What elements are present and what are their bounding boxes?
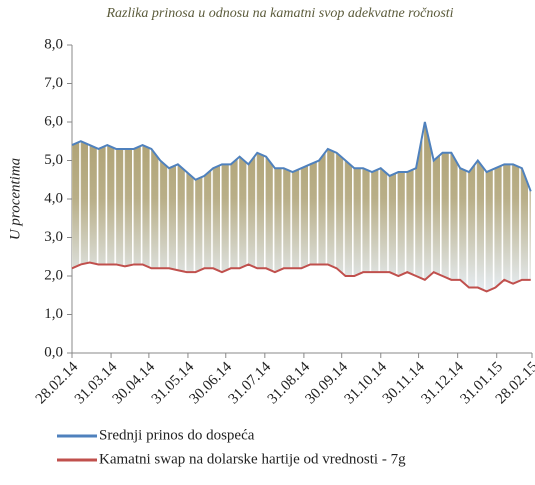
y-axis-label: U procentima: [7, 158, 23, 240]
y-tick-label: 4,0: [44, 190, 63, 206]
spread-stripes: [72, 122, 531, 292]
x-tick-label: 31.07.14: [226, 359, 275, 408]
x-tick-label: 28.02.14: [33, 359, 82, 408]
y-tick-label: 6,0: [44, 113, 63, 129]
y-tick-label: 3,0: [44, 229, 63, 245]
x-tick-label: 30.04.14: [110, 359, 159, 408]
y-tick-label: 5,0: [44, 152, 63, 168]
y-tick-label: 0,0: [44, 344, 63, 360]
x-tick-label: 31.12.14: [418, 359, 467, 408]
y-tick-label: 8,0: [44, 36, 63, 52]
legend-label: Kamatni swap na dolarske hartije od vred…: [99, 451, 406, 467]
series-line: [71, 121, 532, 192]
x-tick-label: 30.06.14: [187, 359, 236, 408]
chart-title: Razlika prinosa u odnosu na kamatni svop…: [105, 6, 453, 21]
legend-label: Srednji prinos do dospeća: [99, 427, 255, 443]
y-tick-label: 2,0: [44, 267, 63, 283]
y-tick-label: 7,0: [44, 75, 63, 91]
series-line: [71, 261, 531, 293]
y-tick-label: 1,0: [44, 306, 63, 322]
x-tick-label: 30.09.14: [303, 359, 352, 408]
